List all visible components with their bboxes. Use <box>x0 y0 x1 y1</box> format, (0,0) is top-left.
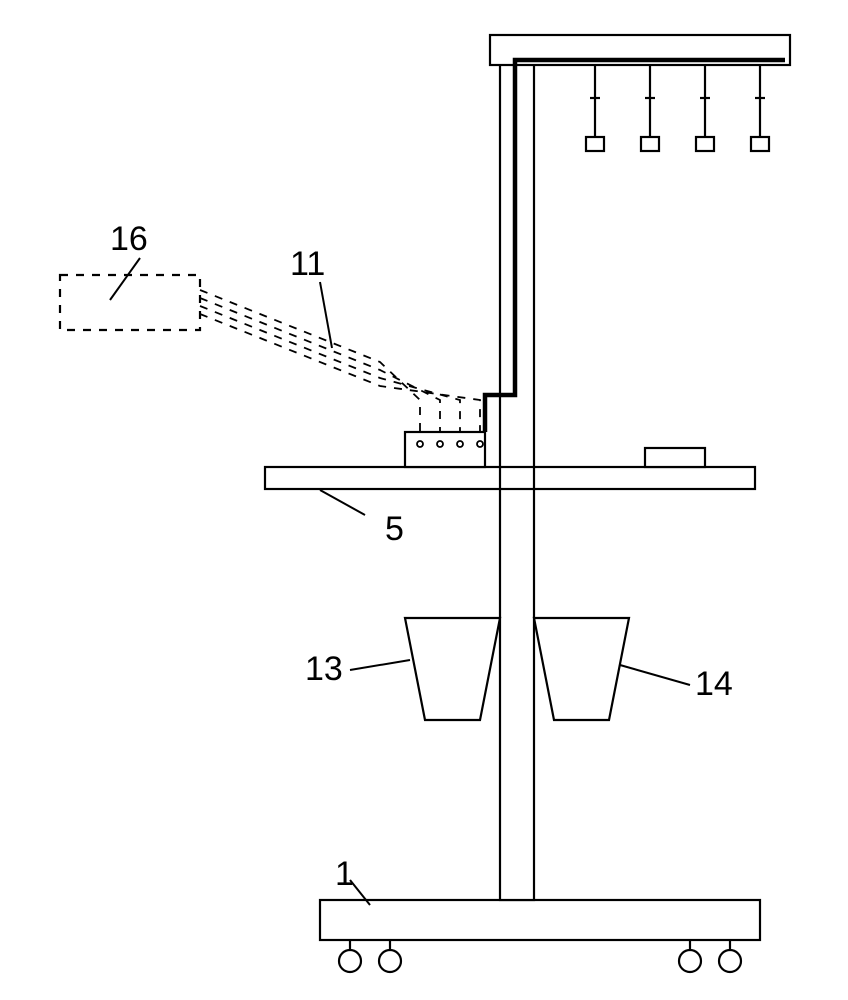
hanger-tip <box>586 137 604 151</box>
caster-wheel <box>379 950 401 972</box>
control-box <box>645 448 705 467</box>
callout-label: 14 <box>695 665 733 703</box>
leader-line <box>350 660 410 670</box>
callout-label: 5 <box>385 510 404 548</box>
leader-line <box>620 665 690 685</box>
technical-figure: 16 11 5 13 14 1 <box>0 0 848 1000</box>
caster-wheel <box>719 950 741 972</box>
leader-line <box>320 490 365 515</box>
hanger-tip <box>751 137 769 151</box>
external-device-outline <box>60 275 200 330</box>
dashed-tube <box>200 298 440 432</box>
dashed-tube <box>200 314 480 432</box>
callout-label: 16 <box>110 220 148 258</box>
caster-wheel <box>679 950 701 972</box>
bucket-right <box>534 618 629 720</box>
leader-line <box>110 258 140 300</box>
port-box <box>405 432 485 467</box>
dashed-tube <box>200 306 460 432</box>
base-plate <box>320 900 760 940</box>
caster-wheel <box>339 950 361 972</box>
shelf <box>265 467 755 489</box>
hanger-tip <box>696 137 714 151</box>
callout-label: 11 <box>290 245 325 283</box>
callout-label: 13 <box>305 650 343 688</box>
hanger-tip <box>641 137 659 151</box>
callout-label: 1 <box>335 855 354 893</box>
bucket-left <box>405 618 500 720</box>
